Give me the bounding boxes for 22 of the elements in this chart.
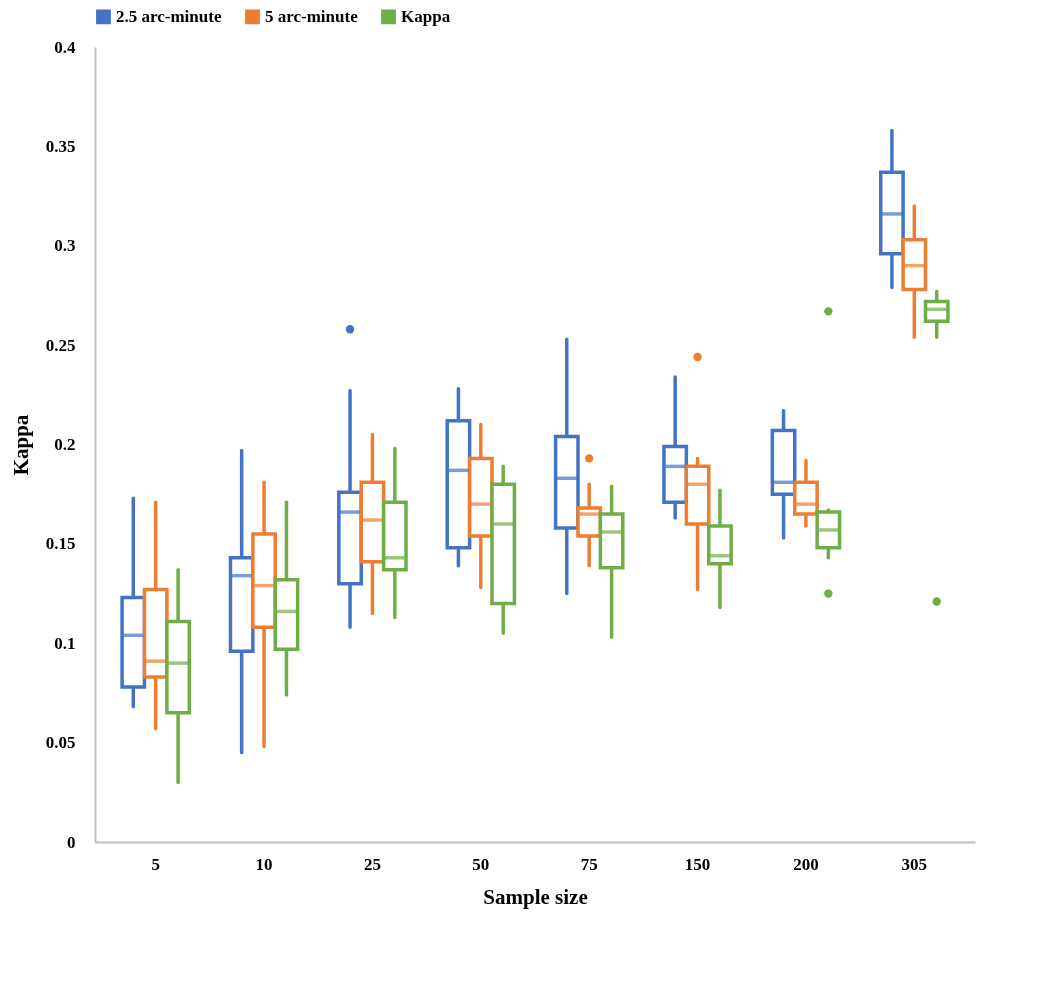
y-tick-label: 0.1 [54, 633, 76, 653]
x-tick-label: 10 [255, 854, 273, 874]
x-tick-label: 75 [580, 854, 598, 874]
y-tick-label: 0.35 [45, 136, 76, 156]
x-axis-title: Sample size [483, 884, 588, 909]
y-tick-label: 0 [67, 832, 76, 852]
x-tick-label: 150 [684, 854, 711, 874]
x-tick-label: 50 [472, 854, 490, 874]
legend-label: Kappa [401, 6, 451, 26]
legend-label: 2.5 arc-minute [116, 6, 222, 26]
x-tick-label: 200 [793, 854, 819, 874]
y-tick-label: 0.05 [45, 733, 76, 753]
x-tick-label: 25 [363, 854, 381, 874]
y-axis-title: Kappa [8, 414, 33, 476]
y-tick-label: 0.3 [54, 236, 76, 256]
y-tick-label: 0.15 [45, 534, 76, 554]
legend-label: 5 arc-minute [265, 6, 359, 26]
y-tick-label: 0.25 [45, 335, 76, 355]
x-tick-label: 5 [151, 854, 160, 874]
x-tick-label: 305 [901, 854, 928, 874]
y-tick-label: 0.2 [54, 435, 76, 454]
y-tick-label: 0.4 [54, 37, 76, 57]
